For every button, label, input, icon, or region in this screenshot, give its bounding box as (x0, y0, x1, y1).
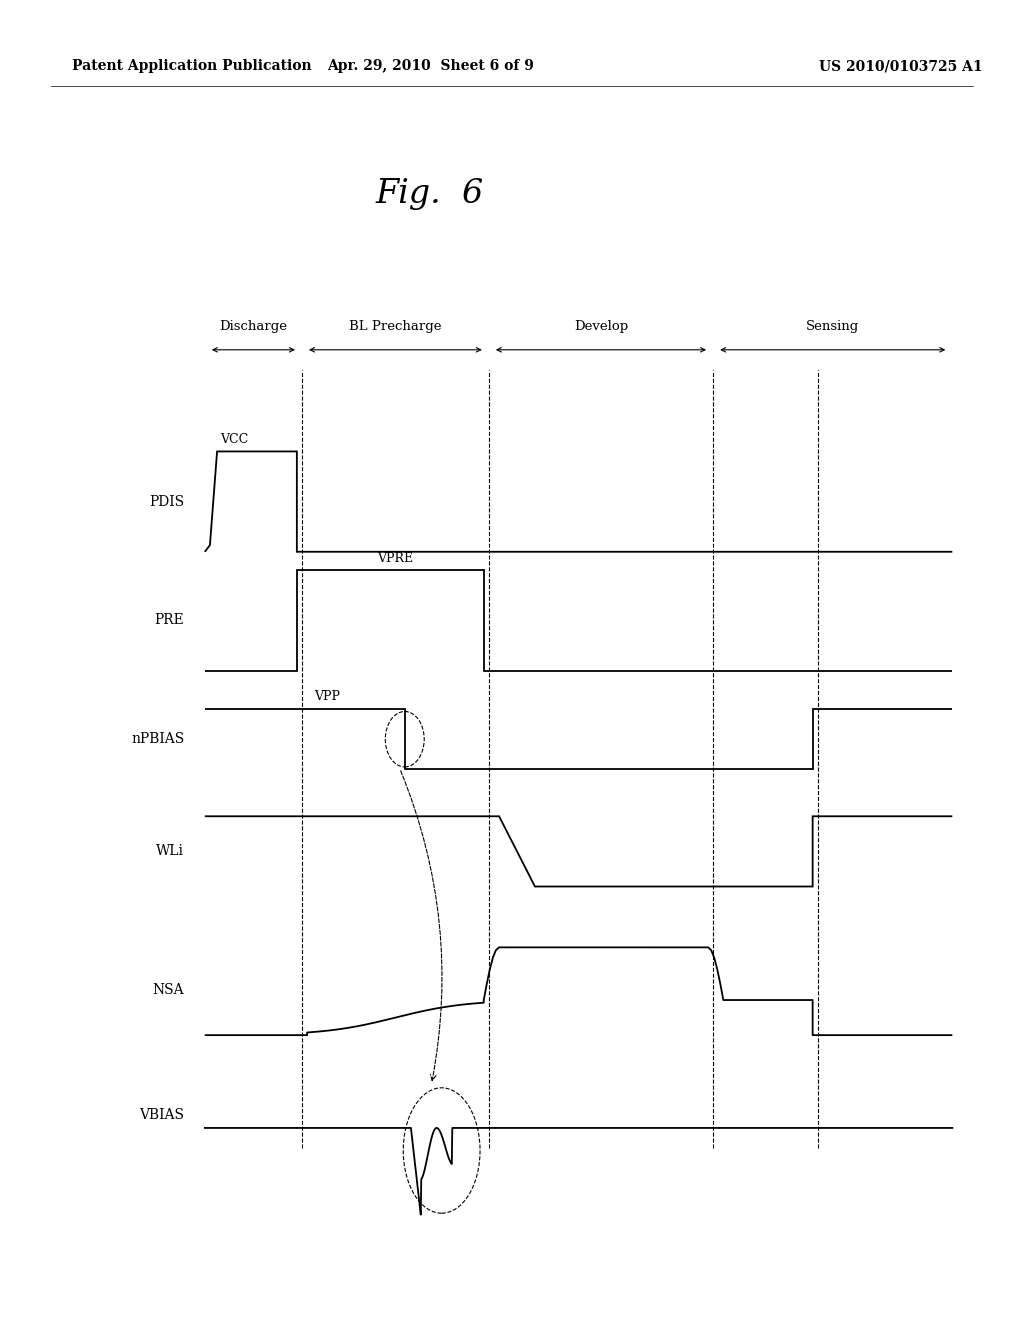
Text: PRE: PRE (155, 614, 184, 627)
Text: Develop: Develop (573, 319, 628, 333)
Text: Discharge: Discharge (219, 319, 288, 333)
Text: VPP: VPP (314, 689, 340, 702)
Text: WLi: WLi (157, 845, 184, 858)
Text: NSA: NSA (153, 983, 184, 997)
Text: Apr. 29, 2010  Sheet 6 of 9: Apr. 29, 2010 Sheet 6 of 9 (327, 59, 534, 74)
Text: VBIAS: VBIAS (139, 1109, 184, 1122)
Text: VCC: VCC (220, 433, 249, 446)
Text: VPRE: VPRE (378, 552, 414, 565)
Text: Fig.  6: Fig. 6 (376, 178, 484, 210)
Text: Sensing: Sensing (806, 319, 859, 333)
Text: US 2010/0103725 A1: US 2010/0103725 A1 (819, 59, 983, 74)
Text: BL Precharge: BL Precharge (349, 319, 441, 333)
Text: Patent Application Publication: Patent Application Publication (72, 59, 311, 74)
Text: PDIS: PDIS (150, 495, 184, 508)
Text: nPBIAS: nPBIAS (131, 733, 184, 746)
